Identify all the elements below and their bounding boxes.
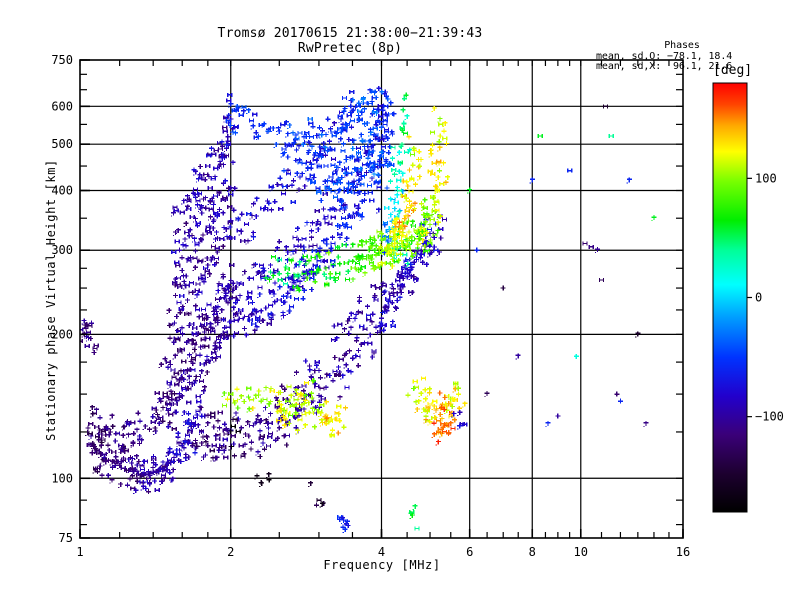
phase-statistics-annotation: Phases mean, sd,O: −78.1, 18.4 mean, sd,X… xyxy=(596,20,768,83)
chart-title-line2: RwPretec (8p) xyxy=(120,41,580,56)
colorbar xyxy=(712,82,748,513)
x-axis-ticks: 1 2 4 6 8 10 16 xyxy=(76,60,690,559)
gridlines xyxy=(80,60,683,538)
colorbar-unit-label: [deg] xyxy=(713,63,752,78)
chart-title-line1: Tromsø 20170615 21:38:00−21:39:43 xyxy=(120,26,580,41)
phase-stats-heading: Phases xyxy=(596,40,768,52)
phase-stats-x-line: mean, sd,X: 96.1, 21.6 xyxy=(596,61,732,72)
chart-title: Tromsø 20170615 21:38:00−21:39:43 RwPret… xyxy=(120,26,580,56)
x-axis-label: Frequency [MHz] xyxy=(80,558,684,572)
scatter-points xyxy=(80,86,657,534)
phase-stats-o-line: mean, sd,O: −78.1, 18.4 xyxy=(596,51,732,62)
